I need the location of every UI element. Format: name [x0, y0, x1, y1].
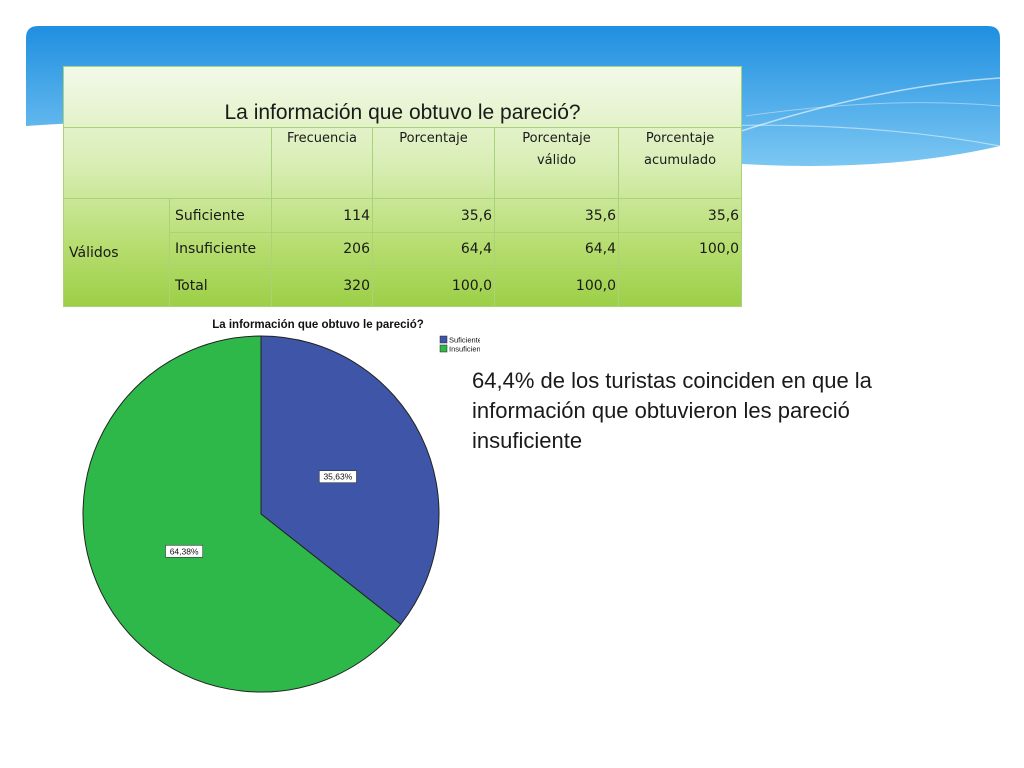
pie-slices	[82, 335, 440, 693]
row-label: Total	[169, 265, 272, 307]
chart-title: La información que obtuvo le pareció?	[212, 319, 424, 331]
legend-swatch	[439, 344, 448, 353]
chart-legend: SuficienteInsuficiente	[439, 335, 480, 354]
cell-frecuencia: 320	[271, 265, 373, 307]
data-label-box	[318, 470, 357, 484]
cell-valido: 100,0	[494, 265, 619, 307]
cell-valido: 64,4	[494, 232, 619, 266]
pie-data-labels: 35,63% 64,38%	[165, 470, 357, 558]
legend-label: Suficiente	[449, 336, 480, 345]
header-blank-cell	[63, 127, 272, 199]
cell-acumulado: 100,0	[617, 232, 743, 266]
table-title: La información que obtuvo le pareció?	[62, 66, 743, 128]
data-label-box	[165, 544, 204, 558]
cell-acumulado: 35,6	[617, 198, 743, 233]
table-row: Válidos Suficiente 114 35,6 35,6 35,6	[63, 198, 743, 307]
legend-label: Insuficiente	[449, 345, 480, 354]
cell-porcentaje: 64,4	[372, 232, 495, 266]
cell-valido: 35,6	[494, 198, 619, 233]
pie-slice-insuficiente	[82, 335, 402, 693]
data-label: 35,63%	[323, 472, 352, 482]
cell-frecuencia: 114	[271, 198, 373, 233]
cell-acumulado	[617, 265, 743, 307]
pie-chart: La información que obtuvo le pareció? 35…	[82, 319, 480, 693]
cell-porcentaje: 100,0	[372, 265, 495, 307]
data-label: 64,38%	[170, 546, 199, 556]
row-label: Insuficiente	[169, 232, 272, 266]
table-row: Total 320 100,0 100,0	[64, 265, 743, 307]
summary-caption: 64,4% de los turistas coinciden en que l…	[472, 368, 872, 453]
header-porcentaje-acumulado: Porcentaje acumulado	[617, 127, 743, 199]
legend-swatch	[439, 335, 448, 344]
cell-frecuencia: 206	[271, 232, 373, 266]
group-label: Válidos	[63, 198, 170, 307]
header-frecuencia: Frecuencia	[271, 127, 373, 199]
cell-porcentaje: 35,6	[372, 198, 495, 233]
header-porcentaje: Porcentaje	[372, 127, 495, 199]
frequency-table: La información que obtuvo le pareció? Fr…	[62, 66, 743, 307]
header-porcentaje-valido: Porcentaje válido	[494, 127, 619, 199]
row-label: Suficiente	[169, 198, 272, 233]
